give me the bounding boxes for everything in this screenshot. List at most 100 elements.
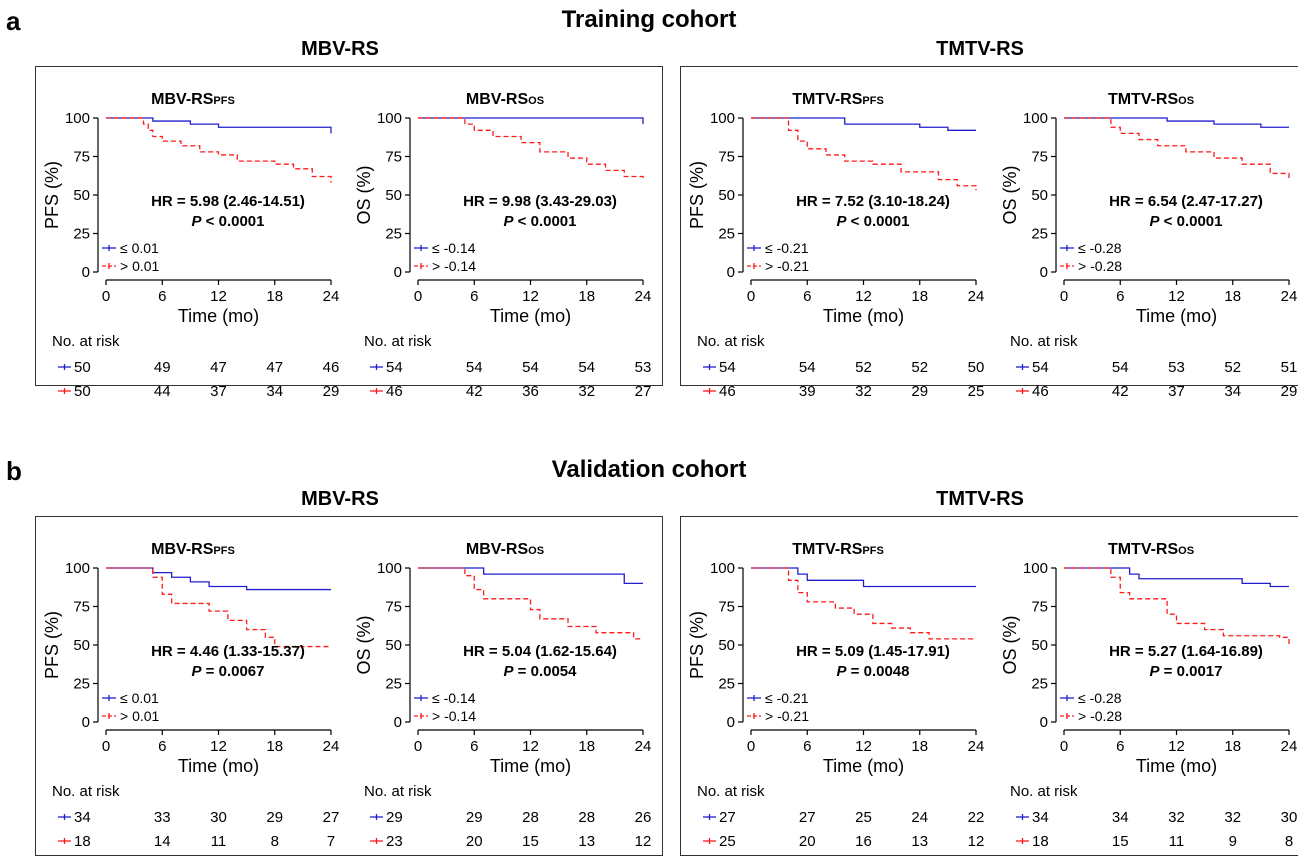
x-tick-label: 24 [635,288,652,305]
risk-count: 53 [635,359,652,376]
y-tick-label: 100 [377,560,402,577]
curve-low [418,567,643,585]
risk-count: 29 [911,383,928,400]
y-tick-label: 100 [377,110,402,127]
risk-count: 29 [266,809,283,826]
risk-count: 12 [968,833,985,850]
y-tick-label: 75 [385,149,402,166]
risk-count: 50 [968,359,985,376]
km-plot-a-mbv-os: MBV-RSOS 0 25 50 75 100 0 6 12 18 24 OS (%) Time (mo… [354,91,652,400]
group-title-a-mbv: MBV-RS [301,38,379,60]
p-value-text: = 0.0054 [514,663,578,680]
risk-count: 27 [323,809,340,826]
risk-count: 13 [911,833,928,850]
y-tick-label: 100 [65,560,90,577]
risk-count: 34 [1224,383,1241,400]
plot-title: TMTV-RSOS [1108,541,1194,558]
risk-count: 28 [578,809,595,826]
y-axis-label: OS (%) [1000,615,1020,674]
plot-title: MBV-RSOS [466,91,544,108]
hazard-ratio: HR = 5.04 (1.62-15.64) [463,643,617,660]
risk-count: 20 [466,833,483,850]
x-tick-label: 24 [323,288,340,305]
risk-count: 54 [522,359,539,376]
x-axis-label: Time (mo) [1136,756,1217,776]
p-value-text: = 0.0017 [1160,663,1223,680]
legend-label: ≤ -0.21 [765,240,809,256]
risk-count: 8 [1285,833,1293,850]
curve-high [106,567,331,648]
p-value-label: P [504,663,515,680]
risk-count: 42 [466,383,483,400]
x-tick-label: 12 [1168,288,1185,305]
x-tick-label: 24 [968,288,985,305]
risk-count: 32 [1224,809,1241,826]
plot-title: MBV-RSPFS [151,541,235,558]
risk-count: 14 [154,833,171,850]
x-tick-label: 12 [210,288,227,305]
hazard-ratio: HR = 5.98 (2.46-14.51) [151,193,305,210]
risk-count: 20 [799,833,816,850]
x-tick-label: 12 [210,738,227,755]
risk-count: 15 [1112,833,1129,850]
x-tick-label: 6 [1116,738,1124,755]
risk-count: 34 [1112,809,1129,826]
plot-title-sub: PFS [213,545,234,557]
legend-label: > -0.14 [432,708,476,724]
hazard-ratio: HR = 9.98 (3.43-29.03) [463,193,617,210]
x-axis-label: Time (mo) [490,306,571,326]
cohort-title-training: Training cohort [561,6,737,33]
legend-label: > -0.14 [432,258,476,274]
risk-count: 54 [578,359,595,376]
p-value: P = 0.0067 [192,663,265,680]
x-tick-label: 18 [911,288,928,305]
km-plot-b-tmtv-os: TMTV-RSOS 0 25 50 75 100 0 6 12 18 24 OS (%) Time (m… [1000,541,1298,850]
risk-count: 25 [968,383,985,400]
plot-title-main: MBV-RS [466,541,529,558]
risk-count: 36 [522,383,539,400]
risk-count: 50 [74,383,91,400]
y-tick-label: 0 [394,714,402,731]
y-tick-label: 50 [385,187,402,204]
legend-label: ≤ -0.28 [1078,690,1122,706]
x-tick-label: 24 [635,738,652,755]
x-tick-label: 0 [1060,288,1068,305]
x-axis-label: Time (mo) [1136,306,1217,326]
x-tick-label: 24 [968,738,985,755]
plot-title-sub: PFS [213,95,234,107]
x-tick-label: 18 [578,738,595,755]
y-tick-label: 50 [73,187,90,204]
hazard-ratio: HR = 7.52 (3.10-18.24) [796,193,950,210]
risk-count: 18 [74,833,91,850]
plot-title-sub: PFS [862,545,883,557]
risk-count: 27 [635,383,652,400]
panel-letter-a: a [6,6,21,36]
risk-count: 46 [1032,383,1049,400]
p-value-label: P [837,213,848,230]
x-tick-label: 6 [803,288,811,305]
plot-title-sub: OS [528,545,544,557]
risk-count: 11 [1169,833,1185,850]
plot-title: TMTV-RSPFS [792,541,884,558]
risk-count: 32 [855,383,872,400]
risk-count: 8 [271,833,279,850]
risk-count: 30 [1281,809,1298,826]
x-tick-label: 0 [414,738,422,755]
risk-count: 23 [386,833,403,850]
p-value-text: < 0.0001 [1160,213,1223,230]
legend-label: > -0.28 [1078,258,1122,274]
x-tick-label: 18 [578,288,595,305]
x-tick-label: 18 [1224,738,1241,755]
y-tick-label: 75 [1031,149,1048,166]
p-value-text: = 0.0048 [847,663,910,680]
legend-label: > 0.01 [120,708,160,724]
y-tick-label: 25 [1031,226,1048,243]
x-axis-label: Time (mo) [178,306,259,326]
y-tick-label: 100 [710,560,735,577]
x-tick-label: 18 [911,738,928,755]
risk-count: 12 [635,833,652,850]
risk-count: 25 [855,809,872,826]
cohort-title-validation: Validation cohort [551,456,747,483]
curve-high [106,117,332,183]
risk-count: 16 [855,833,872,850]
